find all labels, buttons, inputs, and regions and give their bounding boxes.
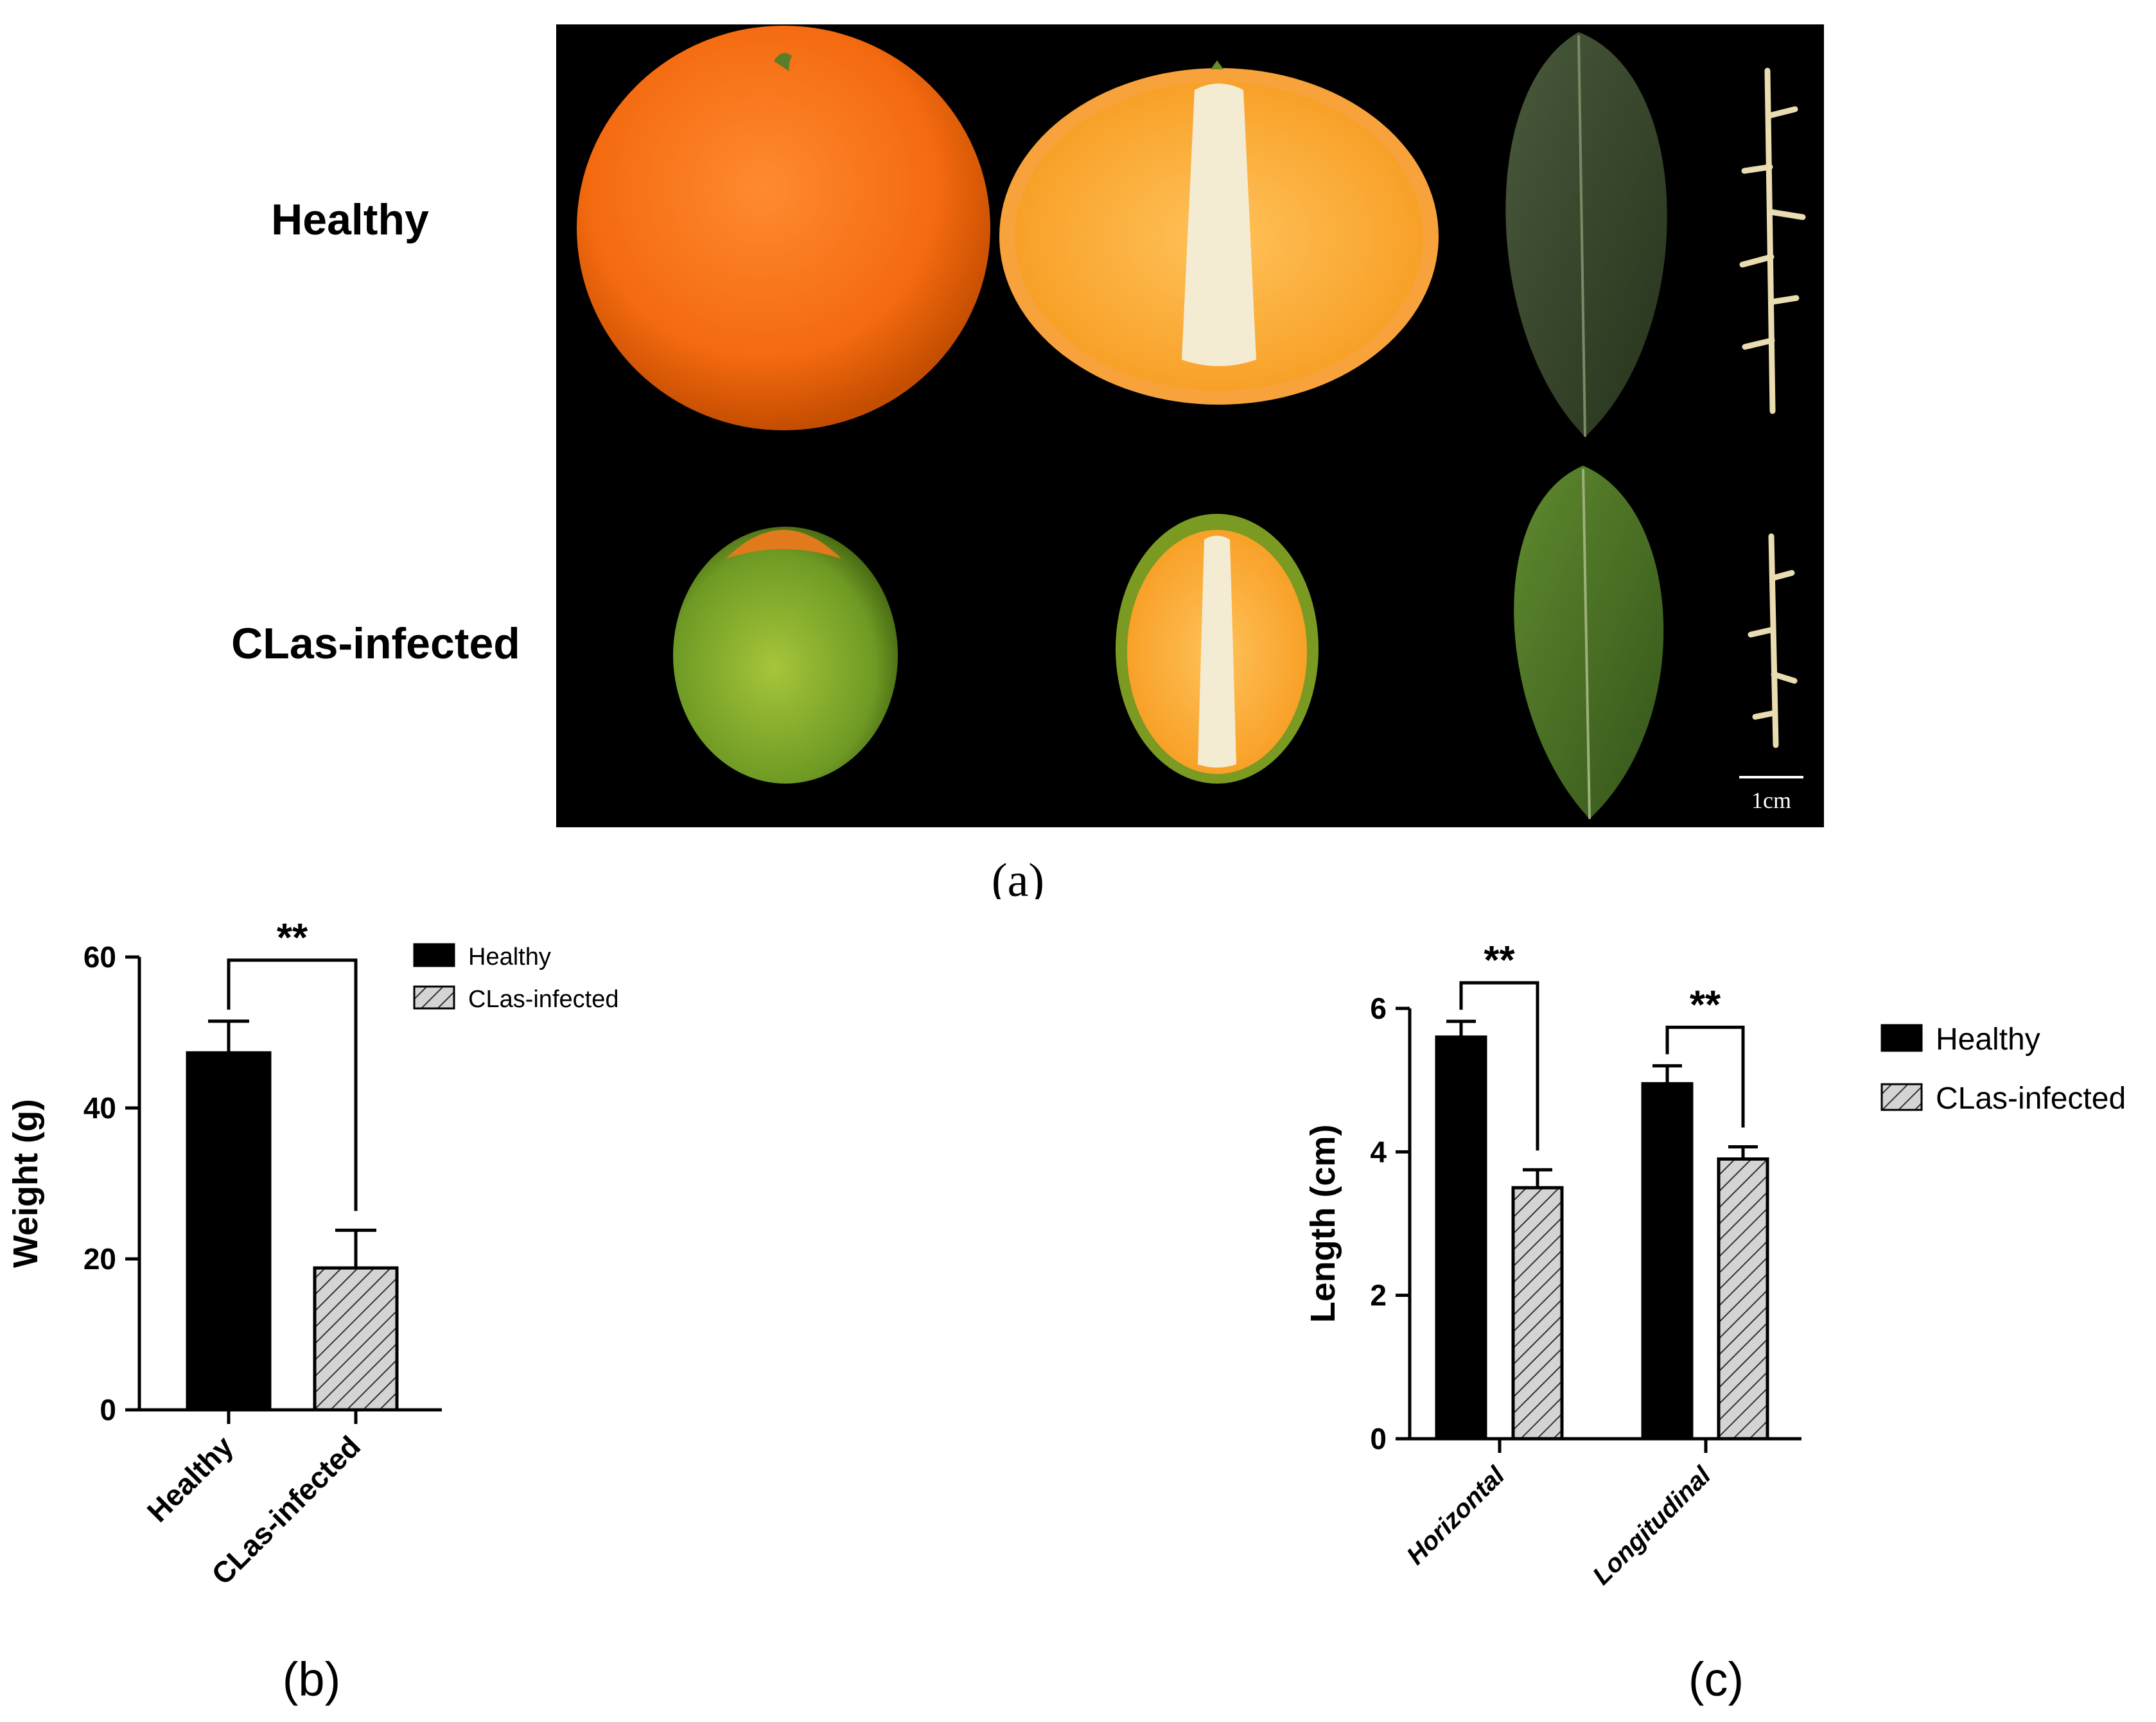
row-label-healthy: Healthy bbox=[271, 195, 429, 244]
panel-label-c: (c) bbox=[1688, 1653, 1744, 1706]
bar-clas-infected-clas-infected bbox=[313, 1266, 399, 1412]
bar-healthy-healthy bbox=[186, 1051, 272, 1412]
significance-bracket bbox=[1459, 981, 1539, 1151]
x-tick-label-longitudinal: Longitudinal bbox=[1588, 1461, 1717, 1590]
infected-whole-fruit bbox=[673, 527, 898, 784]
legend-swatch-healthy bbox=[1880, 1024, 1923, 1052]
legend-swatch-healthy bbox=[413, 943, 455, 967]
legend-label-clas-infected: CLas-infected bbox=[468, 986, 618, 1013]
length-bar-chart: 0 2 4 6 Length (cm) Horizontal Longitudinal ** *… bbox=[1304, 938, 2126, 1706]
legend-label-healthy: Healthy bbox=[468, 944, 551, 971]
y-tick-label: 0 bbox=[1370, 1422, 1387, 1455]
y-tick-label: 6 bbox=[1370, 992, 1387, 1025]
bar-horizontal-healthy bbox=[1435, 1035, 1487, 1441]
y-tick-label: 20 bbox=[83, 1242, 116, 1276]
bar-longitudinal-healthy bbox=[1641, 1082, 1694, 1441]
y-tick-label: 60 bbox=[83, 940, 116, 974]
panel-label-b: (b) bbox=[283, 1653, 340, 1706]
legend-label-clas-infected: CLas-infected bbox=[1936, 1082, 2126, 1116]
y-axis-label: Weight (g) bbox=[6, 1099, 45, 1268]
infected-fruit-cross-section bbox=[1116, 514, 1319, 784]
healthy-root bbox=[1739, 67, 1806, 414]
bar-horizontal-clas-infected bbox=[1511, 1186, 1564, 1441]
row-label-clas-infected: CLas-infected bbox=[231, 619, 520, 668]
legend-swatch-clas-infected bbox=[1880, 1083, 1923, 1111]
legend-label-healthy: Healthy bbox=[1936, 1023, 2040, 1057]
x-tick-label-horizontal: Horizontal bbox=[1401, 1461, 1511, 1570]
infected-root bbox=[1748, 533, 1798, 748]
y-tick-label: 4 bbox=[1370, 1135, 1387, 1168]
significance-bracket bbox=[1665, 1025, 1745, 1128]
scale-bar: 1cm bbox=[1739, 776, 1803, 813]
panel-label-a: (a) bbox=[992, 854, 1044, 899]
healthy-leaf bbox=[1505, 32, 1667, 437]
healthy-whole-fruit bbox=[577, 26, 990, 430]
y-tick-label: 40 bbox=[83, 1091, 116, 1125]
significance-label: ** bbox=[1690, 983, 1721, 1027]
scale-bar-label: 1cm bbox=[1751, 787, 1791, 813]
infected-leaf bbox=[1514, 466, 1664, 820]
weight-bar-chart: 0 20 40 60 Weight (g) Healthy CLas-infected ** H… bbox=[6, 916, 618, 1706]
significance-label: ** bbox=[1484, 938, 1515, 983]
x-tick-label-healthy: Healthy bbox=[141, 1429, 240, 1529]
y-axis-label: Length (cm) bbox=[1304, 1125, 1342, 1323]
legend-swatch-clas-infected bbox=[413, 985, 455, 1010]
y-tick-label: 2 bbox=[1370, 1279, 1387, 1312]
bar-longitudinal-clas-infected bbox=[1717, 1157, 1769, 1441]
healthy-fruit-cross-section bbox=[999, 60, 1439, 405]
significance-bracket bbox=[227, 958, 358, 1211]
photo-panel: Healthy CLas-infected 1cm (a bbox=[231, 24, 1824, 899]
y-tick-label: 0 bbox=[100, 1393, 116, 1427]
significance-label: ** bbox=[277, 916, 308, 960]
